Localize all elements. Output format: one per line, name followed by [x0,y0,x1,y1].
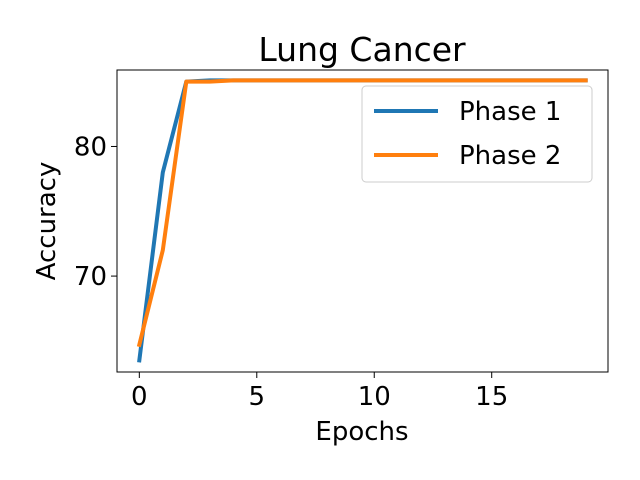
x-tick-label: 5 [249,382,266,412]
x-tick-label: 10 [358,382,391,412]
legend-label-2: Phase 2 [459,141,561,171]
x-axis-label: Epochs [315,417,408,447]
legend-label-1: Phase 1 [459,97,561,127]
y-tick-label: 70 [74,262,107,292]
chart-title: Lung Cancer [258,30,466,69]
x-tick-label: 0 [131,382,148,412]
y-axis-label: Accuracy [32,162,62,281]
legend: Phase 1 Phase 2 [361,85,593,183]
axes-frame [116,69,609,373]
y-tick-label: 80 [74,132,107,162]
series-line-2 [136,78,588,348]
axis-ticks: 0 5 10 15 70 80 [74,132,508,412]
x-tick-label: 15 [475,382,508,412]
plot-area [136,78,588,363]
